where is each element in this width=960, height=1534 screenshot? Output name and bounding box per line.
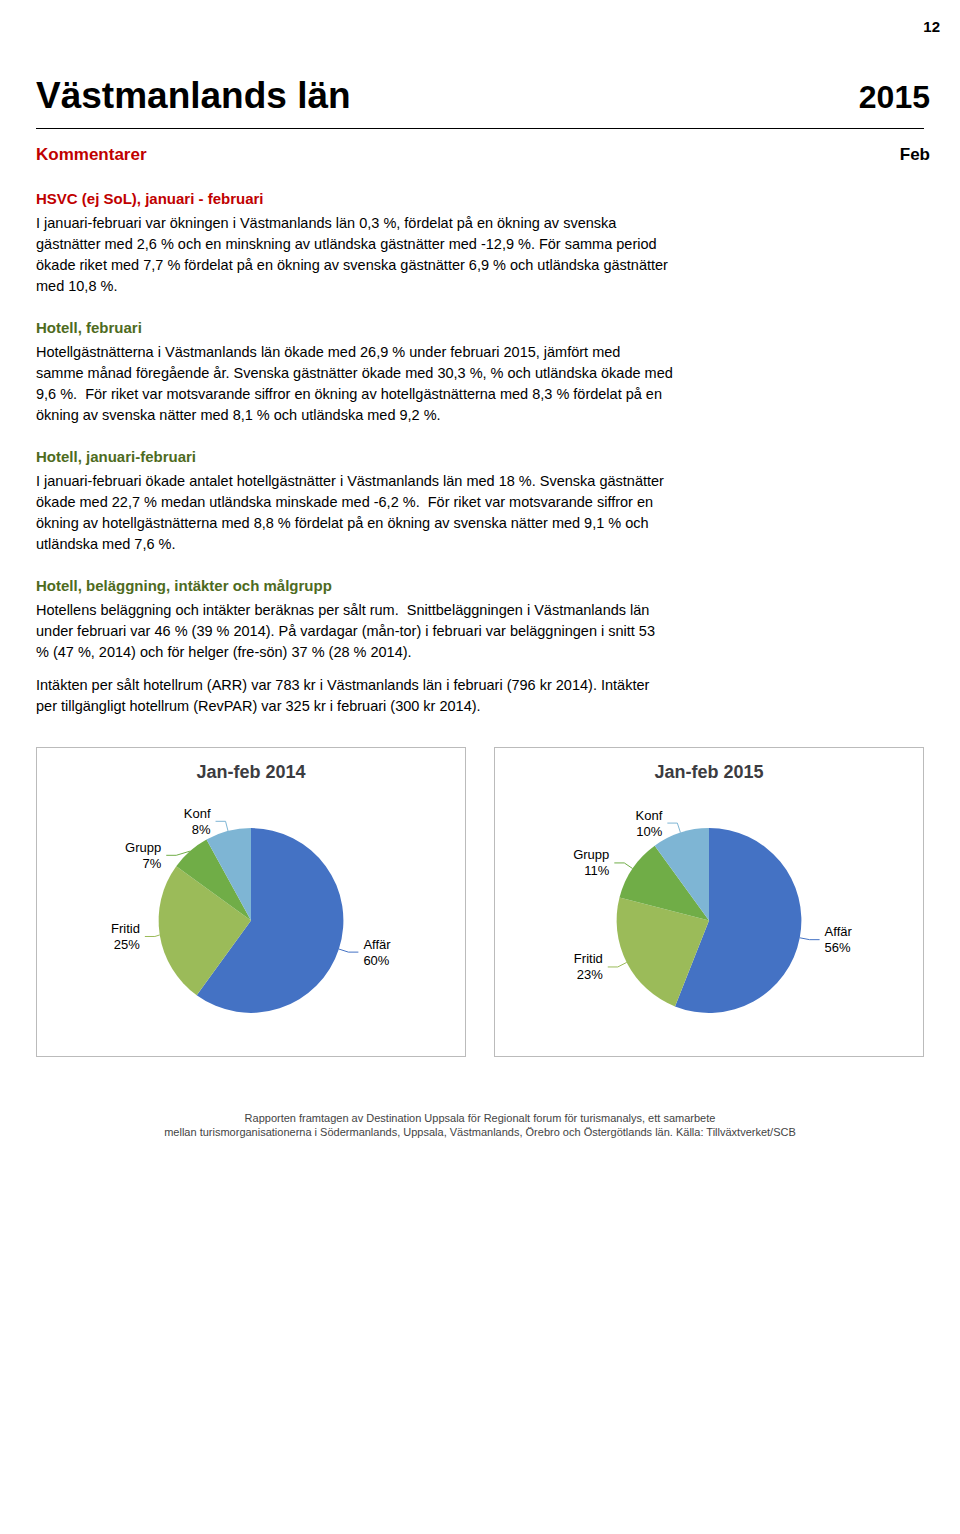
html-text:ökning av svenska nätter med 8: ökning av svenska nätter med 8,1 % och u… bbox=[36, 407, 441, 423]
svg-text:Grupp: Grupp bbox=[125, 840, 161, 855]
svg-text:Grupp: Grupp bbox=[573, 847, 609, 862]
svg-text:60%: 60% bbox=[363, 953, 389, 968]
svg-text:7%: 7% bbox=[142, 856, 161, 871]
html-text:Hotellens beläggning och intäk: Hotellens beläggning och intäkter beräkn… bbox=[36, 602, 650, 618]
svg-text:Jan-feb 2014: Jan-feb 2014 bbox=[196, 762, 305, 782]
svg-text:Affär: Affär bbox=[825, 924, 853, 939]
html-text:Hotell, beläggning, intäkter o: Hotell, beläggning, intäkter och målgrup… bbox=[36, 577, 332, 594]
svg-text:Jan-feb 2015: Jan-feb 2015 bbox=[654, 762, 763, 782]
html-text:ökade med 22,7 % medan utländs: ökade med 22,7 % medan utländska minskad… bbox=[36, 494, 654, 510]
svg-text:11%: 11% bbox=[584, 863, 609, 878]
svg-text:56%: 56% bbox=[825, 940, 851, 955]
svg-text:Fritid: Fritid bbox=[574, 951, 603, 966]
html-text:med 10,8 %.: med 10,8 %. bbox=[36, 278, 118, 294]
html-text:utländska med 7,6 %.: utländska med 7,6 %. bbox=[36, 536, 176, 552]
html-text:HSVC (ej SoL), januari - febru: HSVC (ej SoL), januari - februari bbox=[36, 190, 264, 207]
html-text:per tillgängligt hotellrum (Re: per tillgängligt hotellrum (RevPAR) var … bbox=[36, 697, 481, 714]
html-text:Intäkten per sålt hotellrum (A: Intäkten per sålt hotellrum (ARR) var 78… bbox=[36, 676, 650, 693]
svg-text:Konf: Konf bbox=[636, 808, 663, 823]
html-text:12: 12 bbox=[923, 18, 940, 35]
html-text:ökning av hotellgästnätterna m: ökning av hotellgästnätterna med 8,8 % f… bbox=[36, 515, 649, 531]
html-text:Hotell, januari-februari: Hotell, januari-februari bbox=[36, 448, 196, 465]
svg-text:10%: 10% bbox=[636, 824, 662, 839]
svg-text:8%: 8% bbox=[192, 822, 211, 837]
html-text:under februari var 46 % (39 %: under februari var 46 % (39 % 2014). På … bbox=[36, 623, 655, 639]
html-text:Feb: Feb bbox=[899, 145, 930, 164]
html-text:Kommentarer: Kommentarer bbox=[36, 145, 147, 164]
html-text:samme månad föregående år. Sve: samme månad föregående år. Svenska gästn… bbox=[36, 365, 673, 381]
html-text:ökade riket med 7,7 % fördelat: ökade riket med 7,7 % fördelat på en ökn… bbox=[36, 257, 668, 273]
svg-text:Konf: Konf bbox=[184, 806, 211, 821]
html-text:Hotellgästnätterna i Västmanla: Hotellgästnätterna i Västmanlands län ök… bbox=[36, 344, 621, 360]
html-text:gästnätter med 2,6 % och en mi: gästnätter med 2,6 % och en minskning av… bbox=[36, 236, 657, 252]
html-text:% (47 %, 2014) och för helger: % (47 %, 2014) och för helger (fre-sön) … bbox=[36, 644, 412, 660]
html-text:mellan turismorganisationerna: mellan turismorganisationerna i Söderman… bbox=[164, 1126, 796, 1138]
svg-text:Affär: Affär bbox=[363, 937, 391, 952]
html-text:Västmanlands län: Västmanlands län bbox=[36, 75, 351, 116]
html-text:9,6 %. För riket var motsvaran: 9,6 %. För riket var motsvarande siffror… bbox=[36, 386, 662, 402]
svg-text:Fritid: Fritid bbox=[111, 921, 140, 936]
svg-text:23%: 23% bbox=[577, 967, 603, 982]
html-text:2015: 2015 bbox=[858, 79, 930, 115]
html-text:Rapporten framtagen av Destina: Rapporten framtagen av Destination Uppsa… bbox=[244, 1112, 716, 1124]
html-text:I januari-februari var ökninge: I januari-februari var ökningen i Västma… bbox=[36, 215, 617, 231]
html-text:I januari-februari ökade antal: I januari-februari ökade antalet hotellg… bbox=[36, 473, 664, 489]
svg-text:25%: 25% bbox=[114, 937, 140, 952]
html-text:Hotell, februari: Hotell, februari bbox=[36, 319, 142, 336]
